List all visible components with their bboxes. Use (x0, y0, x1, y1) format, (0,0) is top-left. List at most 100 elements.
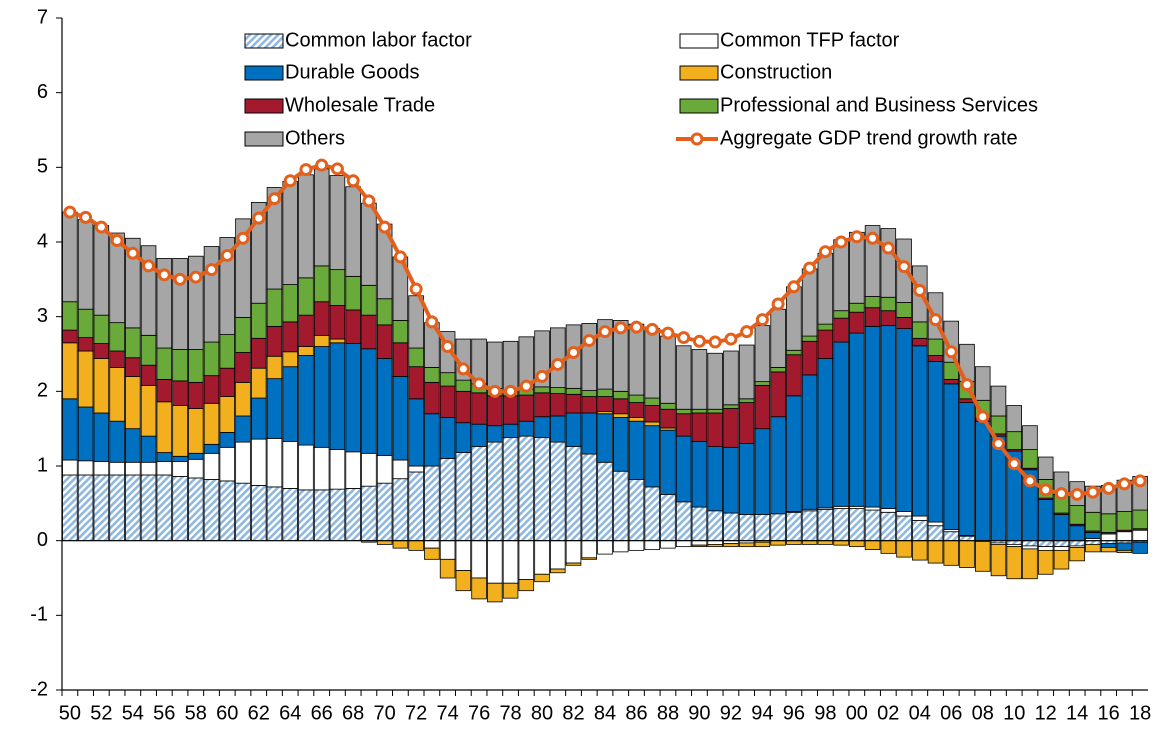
bar-segment (801, 335, 818, 342)
bar-segment (723, 404, 739, 409)
bar-segment (250, 397, 267, 440)
bar-segment (912, 337, 928, 347)
bar-segment (786, 395, 802, 512)
bar-segment (282, 284, 298, 323)
bar-segment (581, 412, 598, 455)
x-tick-label: 02 (877, 702, 899, 724)
line-marker (157, 268, 171, 282)
bar-segment (408, 398, 424, 467)
line-marker (551, 357, 565, 371)
bar-segment (502, 395, 519, 425)
bar-segment (660, 429, 676, 495)
bar-segment (738, 514, 755, 542)
bar-segment (1132, 541, 1148, 554)
bar-segment (644, 486, 660, 542)
x-tick-label: 60 (216, 702, 238, 724)
bar-segment (392, 540, 409, 549)
bar-segment (581, 322, 598, 391)
line-marker (803, 261, 817, 275)
bar-segment (62, 342, 78, 400)
y-tick-label: 6 (37, 81, 48, 103)
line-marker (1133, 474, 1147, 488)
x-tick-label: 12 (1035, 702, 1057, 724)
bar-segment (880, 296, 897, 312)
bar-segment (927, 338, 944, 356)
bar-segment (927, 361, 944, 523)
line-marker (677, 331, 691, 345)
bar-segment (770, 540, 786, 546)
bar-segment (1085, 511, 1101, 532)
line-marker (960, 378, 974, 392)
x-tick-label: 56 (153, 702, 175, 724)
bar-segment (550, 387, 566, 394)
bar-segment (313, 334, 330, 347)
bar-segment (203, 246, 220, 343)
bar-segment (424, 547, 440, 560)
line-marker (897, 260, 911, 274)
line-marker (629, 320, 643, 334)
x-tick-label: 18 (1129, 702, 1151, 724)
legend-label: Wholesale Trade (285, 94, 435, 116)
bar-segment (644, 540, 660, 551)
bar-segment (266, 437, 283, 488)
legend-swatch (679, 65, 719, 81)
x-tick-label: 72 (405, 702, 427, 724)
bar-segment (896, 540, 912, 558)
bar-segment (313, 301, 330, 336)
bar-segment (880, 228, 897, 298)
bar-segment (660, 335, 676, 404)
legend-swatch (244, 65, 284, 81)
x-tick-label: 90 (688, 702, 710, 724)
bar-segment (424, 465, 440, 542)
bar-segment (754, 381, 771, 386)
bar-segment (644, 328, 660, 399)
x-tick-label: 58 (185, 702, 207, 724)
bar-segment (408, 295, 424, 349)
bar-segment (644, 421, 660, 427)
bar-segment (943, 531, 960, 542)
line-marker (771, 297, 785, 311)
x-tick-label: 84 (594, 702, 616, 724)
line-marker (708, 335, 722, 349)
bar-segment (754, 514, 771, 542)
bar-segment (62, 211, 78, 303)
bar-segment (864, 325, 881, 508)
bar-segment (203, 375, 220, 404)
line-marker (267, 192, 281, 206)
x-tick-label: 98 (814, 702, 836, 724)
bar-segment (754, 428, 771, 515)
bar-segment (675, 413, 692, 437)
x-tick-label: 66 (311, 702, 333, 724)
bar-segment (738, 443, 755, 515)
bar-segment (93, 343, 110, 359)
bar-segment (896, 511, 912, 517)
bar-segment (298, 346, 314, 356)
bar-segment (1037, 546, 1054, 551)
bar-segment (219, 367, 236, 397)
bar-segment (864, 506, 881, 511)
bar-segment (125, 474, 141, 542)
bar-segment (502, 423, 519, 439)
bar-segment (612, 413, 629, 418)
line-marker (283, 174, 297, 188)
bar-segment (439, 558, 456, 579)
bar-segment (628, 479, 645, 542)
bar-segment (786, 349, 802, 356)
bar-segment (172, 455, 188, 462)
bar-segment (140, 461, 157, 476)
bar-segment (345, 186, 361, 277)
bar-segment (361, 452, 377, 487)
bar-segment (219, 334, 236, 369)
bar-segment (1132, 529, 1148, 542)
bar-segment (188, 381, 204, 409)
bar-segment (298, 277, 314, 316)
bar-segment (518, 394, 535, 422)
bar-segment (1037, 549, 1054, 575)
bar-segment (628, 420, 645, 480)
line-marker (488, 384, 502, 398)
bar-segment (376, 455, 393, 484)
bar-segment (707, 412, 723, 447)
bar-segment (1132, 509, 1148, 530)
line-marker (1023, 474, 1037, 488)
bar-segment (880, 325, 897, 509)
